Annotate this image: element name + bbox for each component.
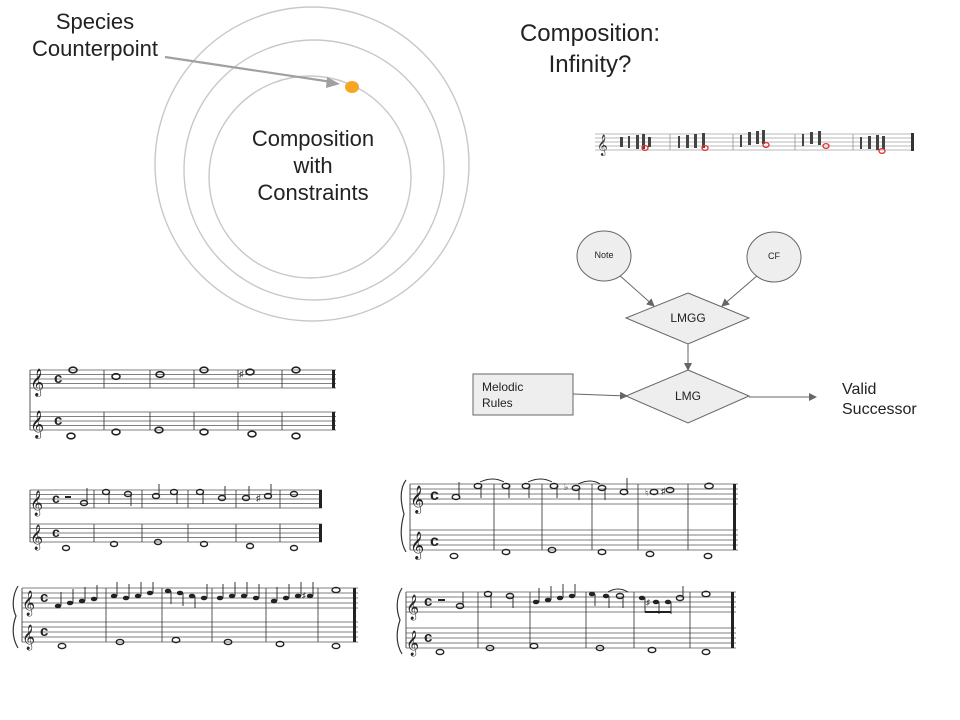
- svg-text:♯: ♯: [661, 486, 666, 496]
- svg-text:𝄞: 𝄞: [410, 532, 424, 560]
- lmg-label: LMG: [674, 389, 701, 403]
- cf-node: [746, 231, 802, 283]
- melodic-rules-label: Melodic Rules: [482, 380, 524, 410]
- species-arrow: [164, 55, 333, 84]
- svg-text:c: c: [40, 589, 48, 606]
- svg-text:𝄞: 𝄞: [30, 411, 44, 439]
- species-arrowhead: [326, 77, 340, 88]
- score-third-species: 𝄞 𝄞 c c ♯: [12, 582, 358, 650]
- lmgg-label: LMGG: [670, 311, 706, 325]
- svg-text:𝄞: 𝄞: [30, 369, 44, 397]
- svg-text:♯: ♯: [646, 598, 650, 607]
- svg-text:𝄞: 𝄞: [22, 590, 35, 616]
- inner-circle: [208, 75, 412, 279]
- svg-text:𝄞: 𝄞: [22, 624, 35, 650]
- lmgg-node: [624, 292, 751, 345]
- svg-text:♮: ♮: [645, 488, 648, 498]
- svg-text:♯: ♯: [239, 369, 244, 379]
- svg-text:♯: ♯: [302, 591, 306, 600]
- svg-text:c: c: [52, 524, 60, 540]
- infinity-score: 𝄞: [595, 130, 914, 156]
- valid-successor-label: Valid Successor: [842, 381, 917, 418]
- svg-text:𝄞: 𝄞: [30, 524, 43, 550]
- score-fourth-species: 𝄞 𝄞 c c ♭ ♮ ♯: [400, 478, 738, 560]
- flow-edges: [572, 273, 817, 401]
- lmg-node: [624, 369, 751, 424]
- middle-circle: [183, 39, 445, 301]
- svg-text:c: c: [424, 629, 432, 646]
- species-counterpoint-label: Species Counterpoint: [32, 9, 158, 61]
- cf-label: CF: [768, 251, 780, 261]
- score-first-species: 𝄞 𝄞 c c ♯: [29, 366, 336, 440]
- svg-text:c: c: [40, 623, 48, 640]
- note-label: Note: [594, 250, 614, 260]
- svg-text:c: c: [430, 487, 439, 504]
- svg-text:c: c: [430, 533, 439, 550]
- svg-text:𝄞: 𝄞: [597, 135, 608, 156]
- score-fifth-species: 𝄞 𝄞 c c ♯: [396, 584, 736, 656]
- species-dot: [345, 81, 359, 93]
- melodic-rules-node: [472, 373, 574, 416]
- svg-text:c: c: [54, 412, 62, 429]
- svg-text:𝄞: 𝄞: [406, 594, 419, 620]
- svg-text:c: c: [54, 370, 62, 387]
- svg-text:♭: ♭: [564, 482, 568, 492]
- svg-text:c: c: [52, 490, 60, 506]
- svg-text:𝄞: 𝄞: [410, 486, 424, 514]
- svg-text:♯: ♯: [256, 493, 261, 503]
- composition-infinity-title: Composition: Infinity?: [519, 20, 661, 78]
- note-node: [576, 230, 632, 282]
- svg-text:c: c: [424, 593, 432, 610]
- svg-text:𝄞: 𝄞: [406, 630, 419, 656]
- score-second-species: 𝄞 𝄞 c c ♯: [29, 484, 322, 552]
- outer-circle: [154, 6, 470, 322]
- svg-text:𝄞: 𝄞: [30, 490, 43, 516]
- composition-constraints-label: Composition with Constraints: [251, 126, 375, 205]
